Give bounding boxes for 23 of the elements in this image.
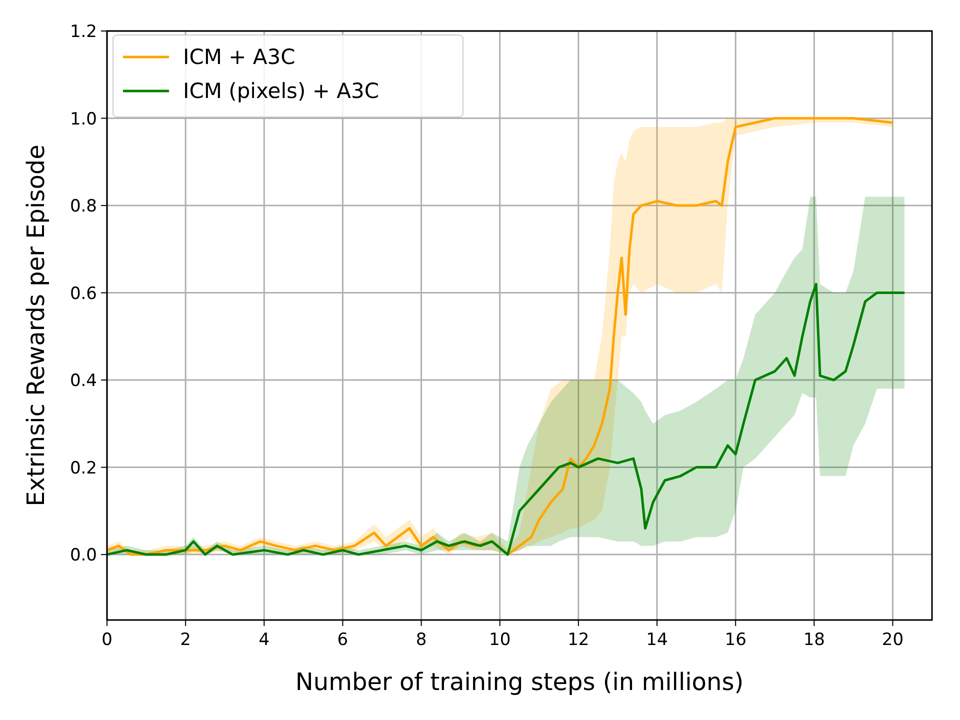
y-axis-title: Extrinsic Rewards per Episode [22,144,50,506]
y-tick-label: 0.2 [70,458,97,478]
y-tick-label: 1.2 [70,22,97,42]
x-axis-title: Number of training steps (in millions) [295,668,744,696]
line-series [106,282,906,556]
legend-label: ICM + A3C [183,45,296,69]
y-tick-label: 0.0 [70,546,97,566]
y-tick-label: 0.6 [70,284,97,304]
y-tick-label: 0.8 [70,196,97,217]
x-tick-label: 6 [337,630,348,650]
x-tick-label: 2 [180,630,191,650]
y-tick-label: 0.4 [70,371,97,392]
x-tick-label: 16 [724,630,746,650]
x-tick-label: 20 [882,630,904,650]
x-tick-label: 18 [803,630,825,650]
x-tick-label: 4 [258,630,270,650]
x-tick-label: 0 [102,630,112,650]
legend-label: ICM (pixels) + A3C [183,79,380,103]
x-tick-label: 14 [646,630,668,650]
x-tick-label: 10 [489,630,511,650]
y-tick-label: 1.0 [70,109,97,130]
x-tick-label: 8 [416,630,427,650]
x-tick-label: 12 [568,630,590,650]
